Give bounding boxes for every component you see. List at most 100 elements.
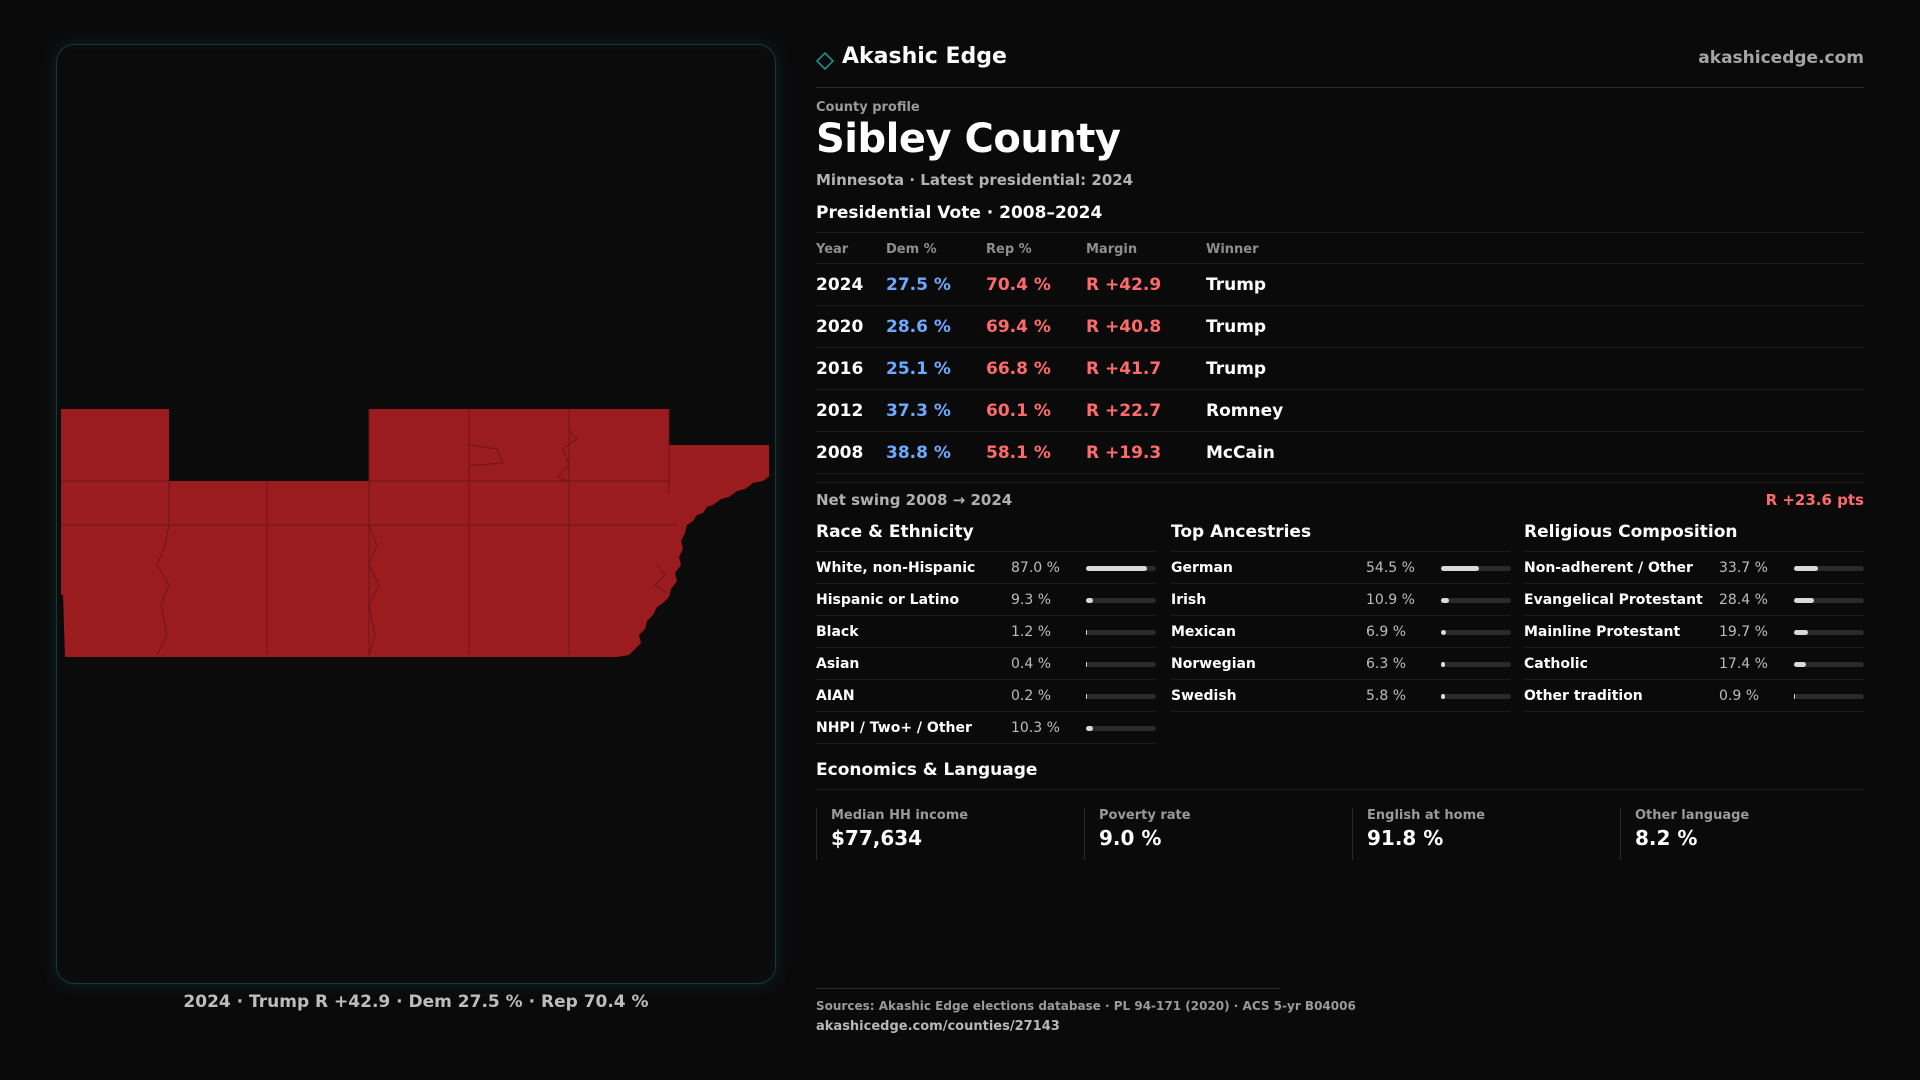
list-item-label: Irish <box>1171 592 1207 608</box>
share-bar-fill <box>1441 598 1449 603</box>
header-year: Year <box>816 242 849 257</box>
row-rep: 58.1 % <box>986 443 1051 463</box>
brand-header: Akashic Edge akashicedge.com <box>816 44 1864 88</box>
list-item-percent: 17.4 % <box>1719 656 1768 672</box>
header-winner: Winner <box>1206 242 1259 257</box>
list-item-label: German <box>1171 560 1233 576</box>
econ-stat: English at home 91.8 % <box>1352 808 1592 860</box>
brand-name: Akashic Edge <box>842 44 1007 69</box>
list-item-label: Swedish <box>1171 688 1237 704</box>
list-item-label: Hispanic or Latino <box>816 592 960 608</box>
list-item-label: Asian <box>816 656 860 672</box>
list-item: Mexican 6.9 % <box>1171 616 1511 648</box>
row-margin: R +42.9 <box>1086 275 1162 295</box>
county-permalink[interactable]: akashicedge.com/counties/27143 <box>816 1019 1060 1034</box>
row-winner: Trump <box>1206 317 1267 337</box>
list-item-percent: 10.3 % <box>1011 720 1060 736</box>
religion-section: Religious Composition Non-adherent / Oth… <box>1524 522 1864 712</box>
list-item-label: Mexican <box>1171 624 1236 640</box>
econ-stat: Poverty rate 9.0 % <box>1084 808 1324 860</box>
share-bar <box>1086 694 1156 699</box>
list-item-percent: 87.0 % <box>1011 560 1060 576</box>
table-row: 2024 27.5 % 70.4 % R +42.9 Trump <box>816 264 1864 306</box>
share-bar-fill <box>1441 694 1445 699</box>
county-map <box>61 409 773 657</box>
list-item: AIAN 0.2 % <box>816 680 1156 712</box>
county-outline <box>61 409 773 657</box>
table-row: 2008 38.8 % 58.1 % R +19.3 McCain <box>816 432 1864 474</box>
vote-table: Year Dem % Rep % Margin Winner 2024 27.5… <box>816 232 1864 474</box>
header-rep: Rep % <box>986 242 1032 257</box>
list-item-percent: 19.7 % <box>1719 624 1768 640</box>
row-year: 2020 <box>816 317 864 337</box>
map-caption: 2024 · Trump R +42.9 · Dem 27.5 % · Rep … <box>183 992 649 1012</box>
list-item-percent: 5.8 % <box>1366 688 1407 704</box>
list-item: NHPI / Two+ / Other 10.3 % <box>816 712 1156 744</box>
row-year: 2016 <box>816 359 864 379</box>
share-bar-fill <box>1086 598 1093 603</box>
list-item-percent: 54.5 % <box>1366 560 1415 576</box>
list-item-percent: 9.3 % <box>1011 592 1052 608</box>
list-item-percent: 0.2 % <box>1011 688 1052 704</box>
share-bar <box>1794 694 1864 699</box>
vote-section-title: Presidential Vote · 2008–2024 <box>816 203 1103 223</box>
list-item: Mainline Protestant 19.7 % <box>1524 616 1864 648</box>
list-item: White, non-Hispanic 87.0 % <box>816 552 1156 584</box>
share-bar-fill <box>1086 694 1087 699</box>
share-bar <box>1794 630 1864 635</box>
sources-footer: Sources: Akashic Edge elections database… <box>816 988 1356 1034</box>
row-winner: Romney <box>1206 401 1284 421</box>
list-item: Catholic 17.4 % <box>1524 648 1864 680</box>
share-bar-fill <box>1441 630 1446 635</box>
row-margin: R +22.7 <box>1086 401 1162 421</box>
list-item-percent: 28.4 % <box>1719 592 1768 608</box>
row-winner: McCain <box>1206 443 1275 463</box>
row-dem: 27.5 % <box>886 275 951 295</box>
share-bar <box>1441 598 1511 603</box>
row-rep: 60.1 % <box>986 401 1051 421</box>
list-item: Norwegian 6.3 % <box>1171 648 1511 680</box>
brand-url-link[interactable]: akashicedge.com <box>1698 48 1864 68</box>
list-item-percent: 0.4 % <box>1011 656 1052 672</box>
econ-stat: Median HH income $77,634 <box>816 808 1056 860</box>
econ-stat-value: 8.2 % <box>1635 826 1698 850</box>
econ-stat: Other language 8.2 % <box>1620 808 1860 860</box>
econ-stat-value: 91.8 % <box>1367 826 1444 850</box>
list-item: German 54.5 % <box>1171 552 1511 584</box>
row-rep: 70.4 % <box>986 275 1051 295</box>
economics-section-title: Economics & Language <box>816 760 1864 790</box>
list-item-percent: 6.9 % <box>1366 624 1407 640</box>
row-margin: R +40.8 <box>1086 317 1162 337</box>
share-bar <box>1441 630 1511 635</box>
econ-stat-value: 9.0 % <box>1099 826 1162 850</box>
share-bar-fill <box>1794 694 1795 699</box>
share-bar <box>1086 598 1156 603</box>
header-margin: Margin <box>1086 242 1138 257</box>
list-item: Swedish 5.8 % <box>1171 680 1511 712</box>
econ-stat-label: English at home <box>1367 808 1485 823</box>
sources-text: Sources: Akashic Edge elections database… <box>816 999 1356 1013</box>
vote-table-header: Year Dem % Rep % Margin Winner <box>816 232 1864 264</box>
race-section-title: Race & Ethnicity <box>816 522 1156 552</box>
list-item-label: AIAN <box>816 688 855 704</box>
diamond-logo-icon <box>816 52 834 70</box>
list-item: Irish 10.9 % <box>1171 584 1511 616</box>
share-bar-fill <box>1086 566 1147 571</box>
share-bar <box>1794 566 1864 571</box>
county-profile-panel: Akashic Edge akashicedge.com County prof… <box>816 0 1864 1080</box>
share-bar-fill <box>1086 630 1087 635</box>
table-row: 2016 25.1 % 66.8 % R +41.7 Trump <box>816 348 1864 390</box>
share-bar-fill <box>1794 662 1806 667</box>
share-bar-fill <box>1086 726 1093 731</box>
row-margin: R +19.3 <box>1086 443 1162 463</box>
econ-stat-value: $77,634 <box>831 826 923 850</box>
religion-section-title: Religious Composition <box>1524 522 1864 552</box>
share-bar <box>1794 598 1864 603</box>
row-dem: 25.1 % <box>886 359 951 379</box>
list-item-percent: 6.3 % <box>1366 656 1407 672</box>
share-bar <box>1086 662 1156 667</box>
net-swing: Net swing 2008 → 2024 R +23.6 pts <box>816 482 1864 514</box>
page-title: Sibley County <box>816 116 1121 162</box>
list-item: Non-adherent / Other 33.7 % <box>1524 552 1864 584</box>
list-item-label: Norwegian <box>1171 656 1256 672</box>
